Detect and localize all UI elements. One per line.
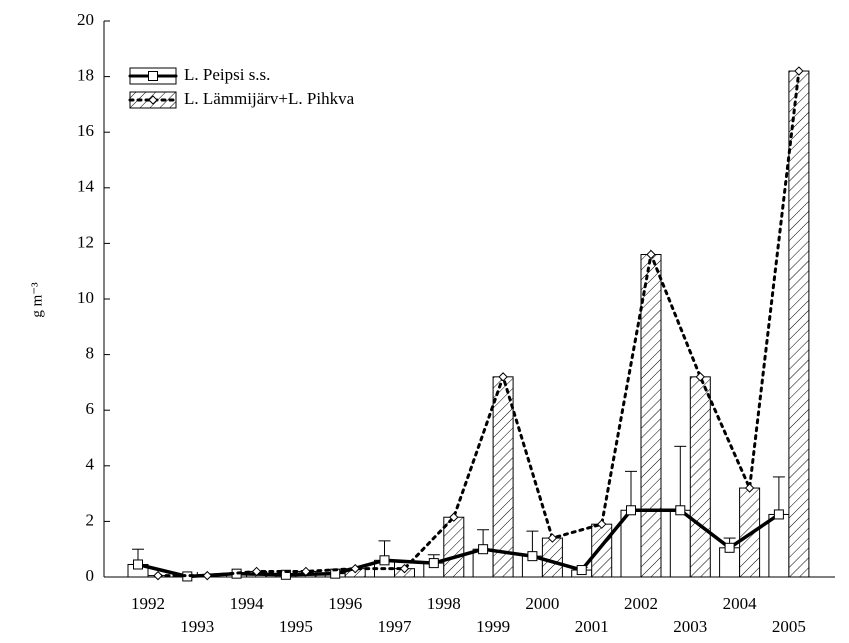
bar (768, 513, 790, 578)
series-line (156, 69, 801, 578)
marker (478, 544, 489, 555)
x-tick-label: 1994 (230, 594, 265, 613)
y-tick-label: 10 (77, 288, 94, 307)
marker (596, 519, 607, 529)
x-tick-label: 1996 (328, 594, 362, 613)
legend-label: L. Lämmijärv+L. Pihkva (184, 89, 355, 108)
marker (350, 563, 360, 574)
series-line (136, 508, 781, 579)
x-tick-label: 2002 (624, 594, 658, 613)
marker (449, 512, 459, 522)
bar (788, 70, 810, 578)
y-tick-label: 16 (77, 121, 94, 140)
marker (695, 372, 706, 382)
x-tick-label: 1995 (279, 617, 313, 636)
y-tick-label: 8 (86, 344, 95, 363)
marker (744, 483, 755, 493)
bar (492, 376, 514, 578)
x-tick-label: 2003 (673, 617, 707, 636)
y-tick-label: 14 (77, 177, 95, 196)
x-tick-label: 1992 (131, 594, 165, 613)
x-tick-label: 2004 (723, 594, 758, 613)
marker (547, 533, 558, 543)
marker (202, 570, 213, 581)
marker (576, 565, 587, 576)
x-tick-label: 1997 (378, 617, 413, 636)
marker (724, 542, 735, 553)
bar (669, 509, 691, 578)
marker (527, 551, 538, 562)
bar (640, 254, 662, 578)
marker (773, 509, 784, 520)
bar (689, 376, 711, 578)
x-tick-label: 1998 (427, 594, 461, 613)
x-tick-label: 2000 (525, 594, 559, 613)
marker (251, 566, 262, 577)
marker (794, 66, 804, 76)
marker (153, 570, 163, 581)
y-tick-label: 0 (86, 566, 95, 585)
marker (379, 555, 390, 566)
y-tick-label: 6 (86, 399, 95, 418)
marker (498, 372, 508, 382)
marker (428, 558, 439, 569)
marker (399, 563, 410, 574)
bar (541, 537, 563, 578)
y-tick-label: 4 (86, 455, 95, 474)
x-tick-label: 2001 (575, 617, 609, 636)
legend-marker (148, 71, 158, 81)
x-tick-label: 2005 (772, 617, 806, 636)
y-tick-label: 12 (77, 232, 94, 251)
legend-label: L. Peipsi s.s. (184, 65, 270, 84)
marker (675, 505, 686, 516)
y-tick-label: 18 (77, 66, 94, 85)
y-axis-label: g m⁻³ (29, 282, 45, 318)
legend-marker (148, 95, 158, 105)
x-tick-label: 1999 (476, 617, 510, 636)
y-tick-label: 2 (86, 510, 95, 529)
marker (133, 559, 143, 570)
marker (301, 566, 311, 577)
y-tick-label: 20 (77, 10, 94, 29)
marker (626, 505, 636, 516)
marker (646, 249, 656, 260)
bar (591, 523, 613, 578)
x-tick-label: 1993 (180, 617, 214, 636)
